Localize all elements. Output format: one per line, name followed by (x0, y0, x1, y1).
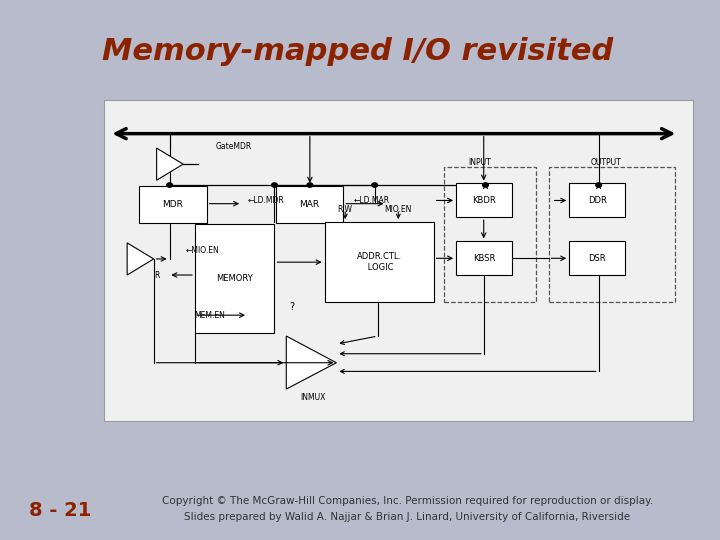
Text: Memory-mapped I/O revisited: Memory-mapped I/O revisited (102, 37, 613, 66)
Bar (325, 222, 433, 302)
Text: ←MIO.EN: ←MIO.EN (186, 246, 220, 255)
Polygon shape (287, 336, 336, 389)
Bar (570, 241, 625, 275)
Text: MIO.EN: MIO.EN (384, 205, 412, 214)
Polygon shape (157, 148, 183, 180)
Bar (276, 186, 343, 222)
Text: INPUT: INPUT (468, 158, 491, 167)
Text: DDR: DDR (588, 196, 607, 205)
Text: ?: ? (289, 302, 294, 312)
Polygon shape (127, 243, 153, 275)
Text: INMUX: INMUX (300, 393, 325, 402)
Text: KBDR: KBDR (472, 196, 496, 205)
Text: MEM.EN: MEM.EN (194, 310, 225, 320)
Bar (195, 224, 274, 333)
Text: Copyright © The McGraw-Hill Companies, Inc. Permission required for reproduction: Copyright © The McGraw-Hill Companies, I… (161, 496, 653, 506)
Circle shape (271, 183, 277, 187)
Bar (456, 184, 512, 217)
Bar (549, 167, 675, 302)
Bar (139, 186, 207, 222)
Bar (456, 241, 512, 275)
Text: GateMDR: GateMDR (215, 142, 252, 151)
Text: ADDR.CTL.
 LOGIC: ADDR.CTL. LOGIC (356, 253, 402, 272)
Text: MDR: MDR (163, 200, 184, 208)
Text: Slides prepared by Walid A. Najjar & Brian J. Linard, University of California, : Slides prepared by Walid A. Najjar & Bri… (184, 512, 630, 522)
Circle shape (372, 183, 377, 187)
Text: DSR: DSR (588, 254, 606, 262)
Circle shape (307, 183, 312, 187)
Text: R.W: R.W (338, 205, 353, 214)
Text: KBSR: KBSR (473, 254, 495, 262)
Bar (104, 100, 693, 421)
Circle shape (482, 183, 488, 187)
Bar (444, 167, 536, 302)
Text: ←LD.MDR: ←LD.MDR (248, 195, 284, 205)
Bar (570, 184, 625, 217)
Text: MAR: MAR (300, 200, 320, 208)
Circle shape (595, 183, 601, 187)
Text: MEMORY: MEMORY (216, 274, 253, 283)
Circle shape (167, 183, 173, 187)
Text: 8 - 21: 8 - 21 (29, 501, 91, 520)
Text: ←LD.MAR: ←LD.MAR (354, 195, 390, 205)
Text: OUTPUT: OUTPUT (590, 158, 621, 167)
Text: R: R (154, 271, 159, 280)
